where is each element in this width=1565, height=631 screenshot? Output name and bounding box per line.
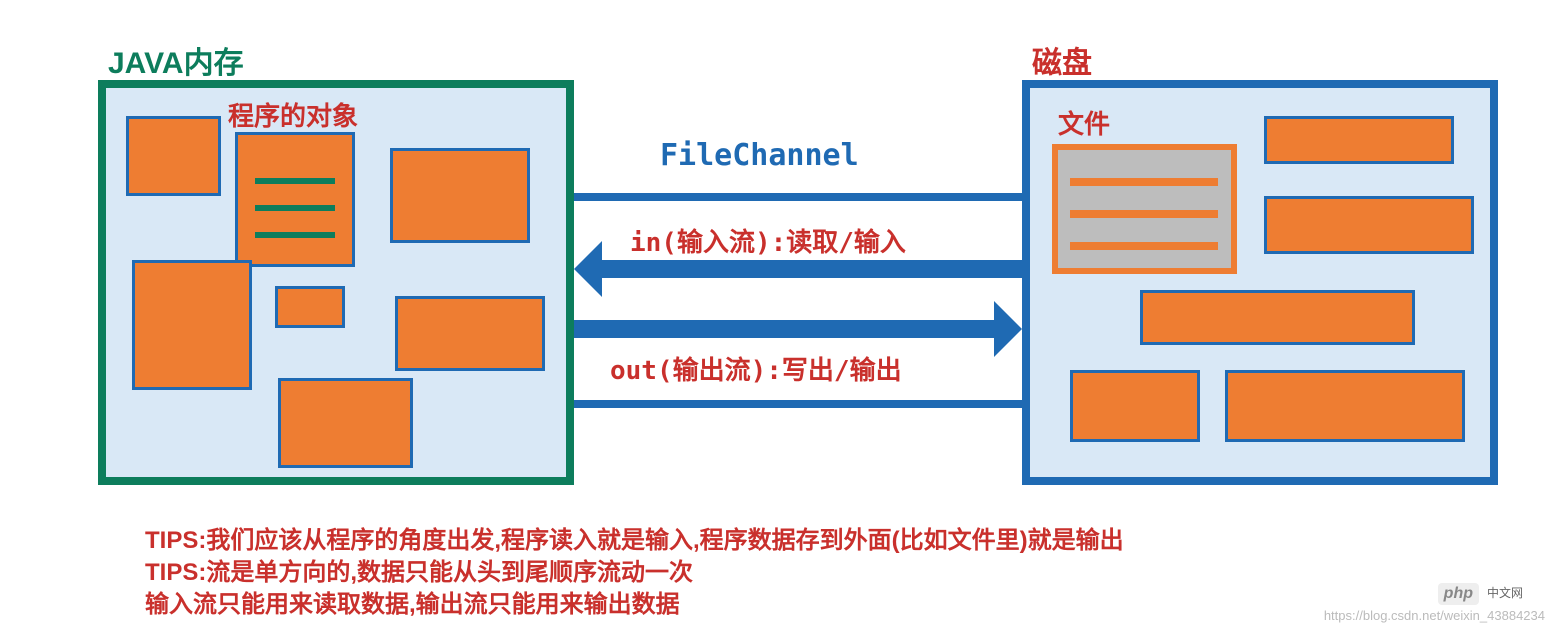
- tips-line-3: 输入流只能用来读取数据,输出流只能用来输出数据: [145, 584, 680, 619]
- java-block-2: [132, 260, 252, 390]
- arrow-in-head: [574, 241, 602, 297]
- java-block-4: [395, 296, 545, 371]
- java-block-1: [390, 148, 530, 243]
- java-block-0: [126, 116, 221, 196]
- disk-inner-label: 文件: [1058, 104, 1110, 141]
- arrow-in-label: in(输入流):读取/输入: [630, 222, 906, 259]
- disk-file-line: [1070, 242, 1218, 250]
- disk-file-line: [1070, 178, 1218, 186]
- watermark-url: https://blog.csdn.net/weixin_43884234: [1324, 608, 1545, 623]
- disk-block-4: [1225, 370, 1465, 442]
- disk-block-2: [1140, 290, 1415, 345]
- disk-file-block: [1052, 144, 1237, 274]
- tips-line-1: TIPS:我们应该从程序的角度出发,程序读入就是输入,程序数据存到外面(比如文件…: [145, 520, 1124, 555]
- tips-line-2: TIPS:流是单方向的,数据只能从头到尾顺序流动一次: [145, 552, 693, 587]
- java-block-3: [275, 286, 345, 328]
- java-special-line: [255, 178, 335, 184]
- disk-file-line: [1070, 210, 1218, 218]
- disk-block-1: [1264, 196, 1474, 254]
- disk-block-3: [1070, 370, 1200, 442]
- disk-block-0: [1264, 116, 1454, 164]
- arrow-out-head: [994, 301, 1022, 357]
- java-box-title: JAVA内存: [108, 38, 244, 82]
- arrow-out-bar: [574, 320, 994, 338]
- java-special-line: [255, 205, 335, 211]
- channel-title: FileChannel: [660, 138, 859, 173]
- java-special-line: [255, 232, 335, 238]
- disk-box-title: 磁盘: [1032, 38, 1092, 82]
- logo-cn-text: 中文网: [1487, 584, 1523, 601]
- channel-bottom-bar: [574, 400, 1022, 408]
- arrow-out-label: out(输出流):写出/输出: [610, 350, 902, 387]
- java-block-special: [235, 132, 355, 267]
- java-inner-label: 程序的对象: [228, 96, 358, 133]
- java-block-5: [278, 378, 413, 468]
- logo-php: php: [1438, 583, 1479, 605]
- channel-top-bar: [574, 193, 1022, 201]
- arrow-in-bar: [602, 260, 1022, 278]
